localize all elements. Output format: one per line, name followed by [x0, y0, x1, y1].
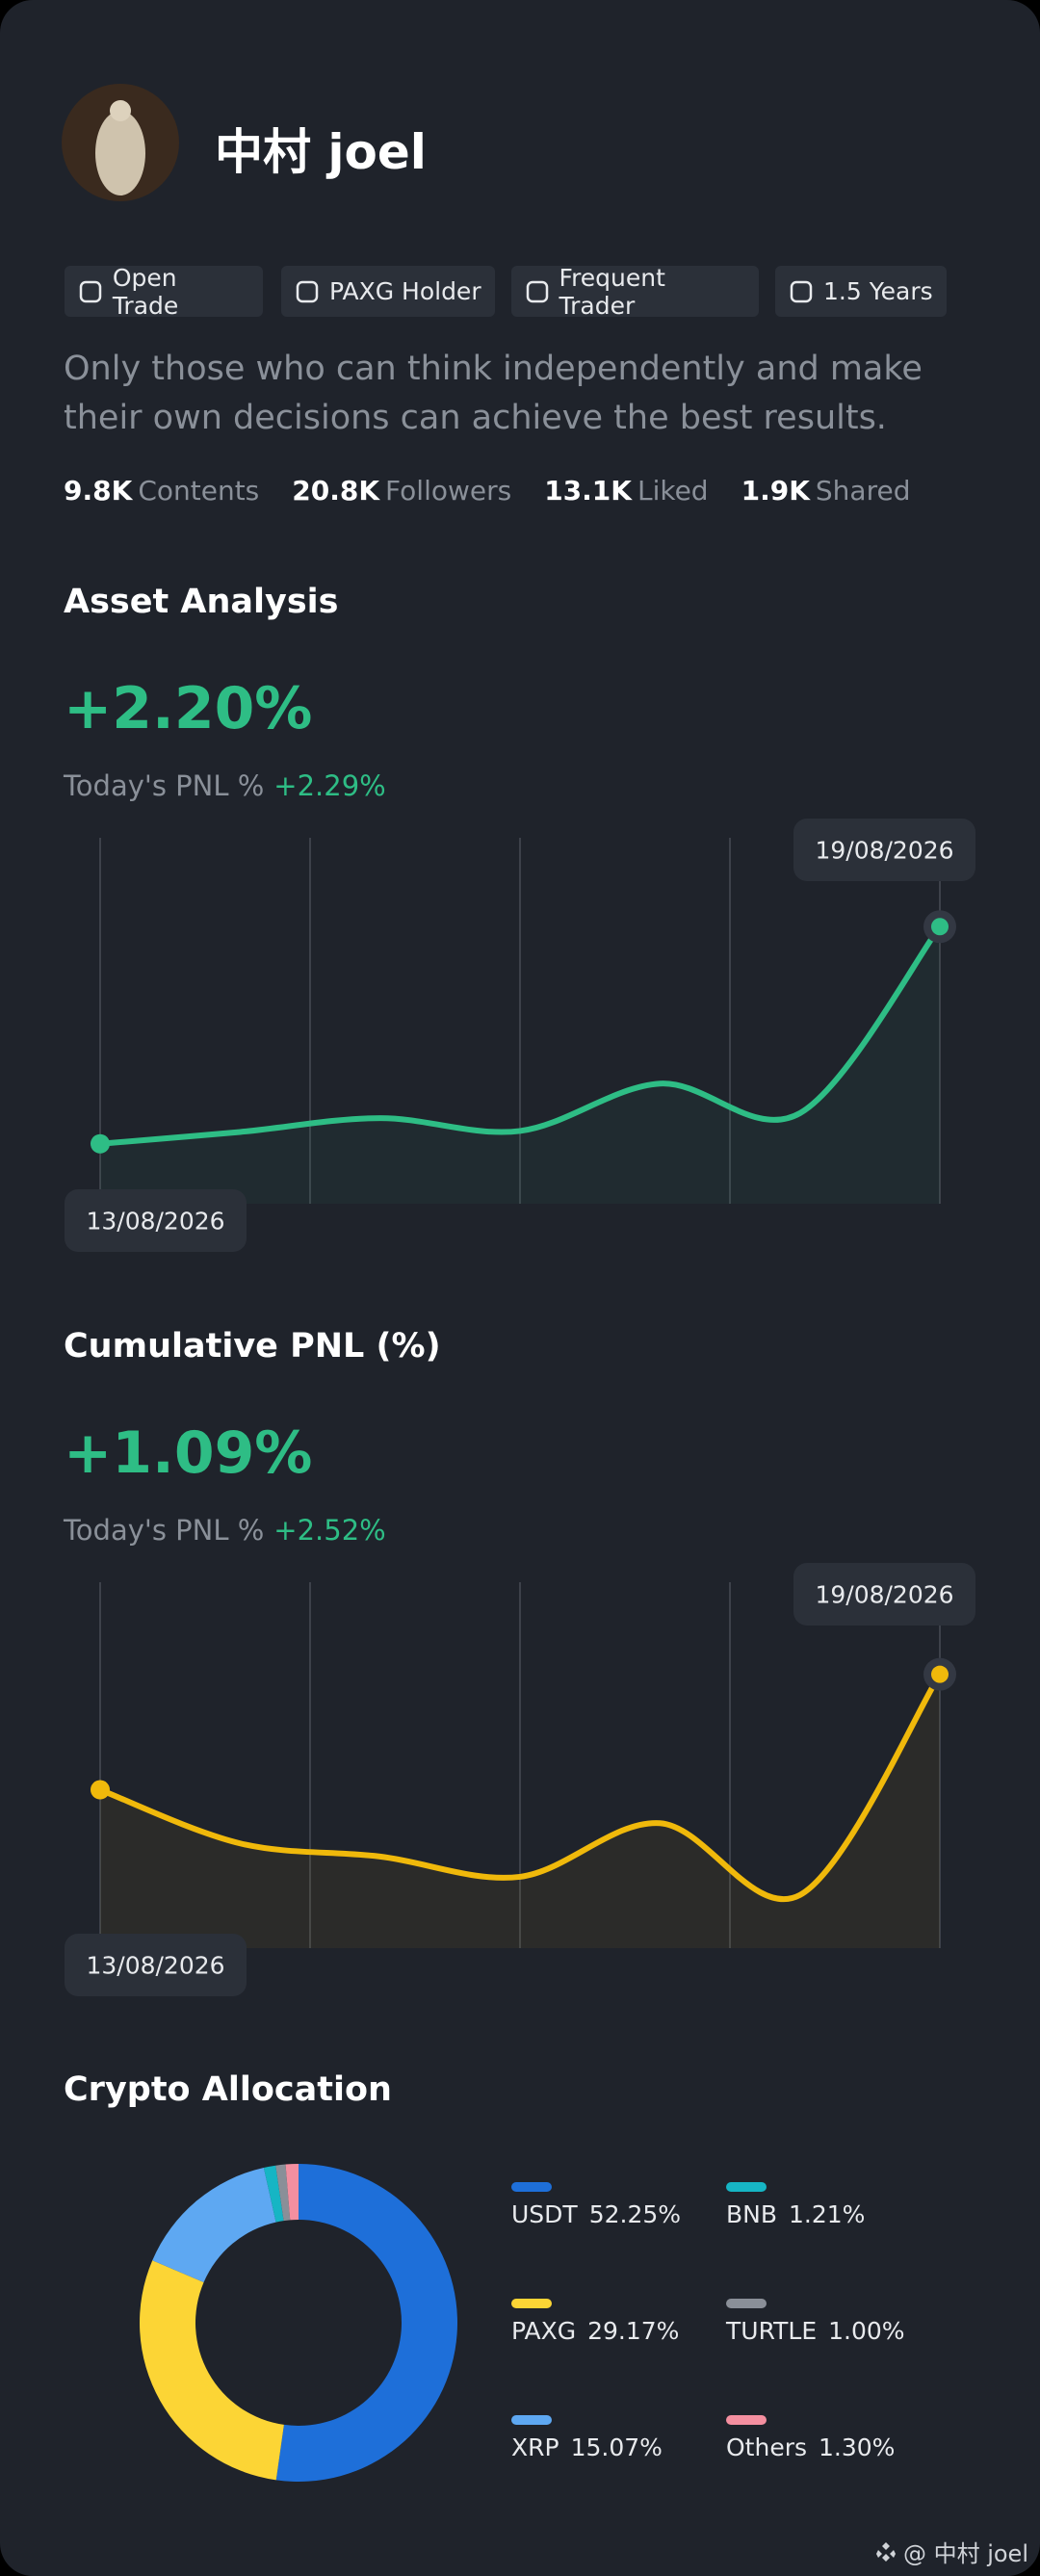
- badge-icon: [79, 280, 102, 302]
- legend-swatch: [511, 2299, 552, 2308]
- legend-value: 1.00%: [828, 2317, 904, 2345]
- stat: 9.8K Contents: [64, 475, 259, 507]
- legend-entry: PAXG 29.17%: [511, 2317, 679, 2345]
- date-label: 13/08/2026: [86, 1208, 224, 1236]
- badge-icon: [526, 280, 549, 302]
- legend-name: PAXG: [511, 2317, 576, 2345]
- start-dot: [91, 1133, 110, 1154]
- legend-name: USDT: [511, 2200, 578, 2228]
- icon-shape: [296, 280, 319, 302]
- stat-label: Liked: [637, 475, 709, 507]
- legend-name: TURTLE: [725, 2317, 817, 2345]
- watermark-icon: [875, 2541, 896, 2562]
- headline: +1.09%: [64, 1419, 313, 1487]
- stat-value: 1.9K: [741, 475, 810, 507]
- section-title: Cumulative PNL (%): [64, 1327, 441, 1366]
- headline: +2.20%: [64, 675, 313, 742]
- legend-entry: BNB 1.21%: [726, 2200, 865, 2228]
- stat-label: Contents: [138, 475, 260, 507]
- start-dot: [91, 1780, 110, 1800]
- donut-segment: [263, 2165, 284, 2223]
- pnl-value: +2.29%: [273, 769, 386, 802]
- legend-swatch: [511, 2182, 552, 2192]
- watermark-text: @ 中村 joel: [902, 2540, 1028, 2567]
- date-tooltip: [65, 1189, 247, 1252]
- donut-chart: USDT 52.25% PAXG 29.17% XRP 15.07% BNB 1.21% TUR…: [140, 2164, 905, 2482]
- donut-segment: [152, 2167, 276, 2282]
- legend-entry: Others 1.30%: [726, 2433, 895, 2461]
- badge: 1.5 Years: [775, 266, 947, 317]
- stat: 20.8K Followers: [292, 475, 511, 507]
- badge: Open Trade: [65, 263, 263, 320]
- badge-label: 1.5 Years: [823, 277, 933, 305]
- donut-segment: [140, 2260, 284, 2481]
- legend-value: 1.30%: [819, 2433, 895, 2461]
- legend-value: 1.21%: [789, 2200, 865, 2228]
- legend-name: BNB: [726, 2200, 777, 2228]
- stat: 1.9K Shared: [741, 475, 911, 507]
- stat-label: Shared: [815, 475, 911, 507]
- pnl-value: +2.52%: [273, 1514, 386, 1547]
- date-tooltip: [793, 819, 975, 881]
- badge: Frequent Trader: [511, 263, 759, 320]
- line: [98, 1673, 943, 1903]
- avatar: [62, 84, 179, 201]
- legend-swatch: [511, 2415, 552, 2425]
- line-chart: 13/08/2026 19/08/2026: [65, 1563, 975, 1996]
- legend-swatch: [726, 2299, 767, 2308]
- pnl: Today's PNL % +2.52%: [64, 1514, 386, 1547]
- pnl: Today's PNL % +2.29%: [64, 769, 386, 802]
- legend-value: 52.25%: [589, 2200, 681, 2228]
- icon-shape: [526, 280, 549, 302]
- icon-shape: [790, 280, 813, 302]
- section-title: Asset Analysis: [64, 583, 339, 621]
- date-tooltip: [793, 1563, 975, 1626]
- legend-swatch: [726, 2182, 767, 2192]
- bio: Only those who can think independently a…: [64, 350, 923, 437]
- stat: 13.1K Liked: [544, 475, 708, 507]
- stat-value: 20.8K: [292, 475, 380, 507]
- legend-value: 15.07%: [571, 2433, 663, 2461]
- area: [100, 1674, 940, 1948]
- legend-entry: TURTLE 1.00%: [725, 2317, 905, 2345]
- pnl-label: Today's PNL %: [64, 769, 265, 802]
- legend-name: Others: [726, 2433, 807, 2461]
- watermark: @ 中村 joel: [874, 2535, 1028, 2568]
- legend-swatch: [726, 2415, 767, 2425]
- section-title: Crypto Allocation: [64, 2070, 392, 2109]
- legend-value: 29.17%: [587, 2317, 679, 2345]
- date-label: 13/08/2026: [86, 1952, 224, 1980]
- date-tooltip: [65, 1934, 247, 1996]
- badge: PAXG Holder: [281, 266, 495, 317]
- date-label: 19/08/2026: [815, 837, 953, 865]
- stat-value: 13.1K: [544, 475, 632, 507]
- badge-icon: [296, 280, 319, 302]
- area: [100, 926, 940, 1204]
- donut-segment: [275, 2164, 291, 2222]
- donut-segment: [285, 2164, 299, 2221]
- pnl-label: Today's PNL %: [64, 1514, 265, 1547]
- end-dot: [931, 918, 949, 936]
- icon-shape: [79, 280, 102, 302]
- legend-entry: XRP 15.07%: [511, 2433, 663, 2461]
- legend-name: XRP: [511, 2433, 559, 2461]
- donut-segment: [275, 2164, 458, 2482]
- badge-icon: [790, 280, 813, 302]
- end-dot: [931, 1665, 949, 1683]
- badge-label: Frequent Trader: [559, 263, 665, 320]
- line-chart: 13/08/2026 19/08/2026: [65, 819, 975, 1252]
- stat-value: 9.8K: [64, 475, 133, 507]
- stat-label: Followers: [385, 475, 512, 507]
- date-label: 19/08/2026: [815, 1581, 953, 1609]
- badge-label: Open Trade: [112, 263, 179, 320]
- legend-entry: USDT 52.25%: [511, 2200, 681, 2228]
- stats: 9.8K Contents 20.8K Followers 13.1K Liked 1.9K…: [64, 475, 910, 507]
- user-name: 中村 joel: [215, 124, 427, 180]
- line: [99, 924, 943, 1147]
- badge-label: PAXG Holder: [329, 277, 481, 305]
